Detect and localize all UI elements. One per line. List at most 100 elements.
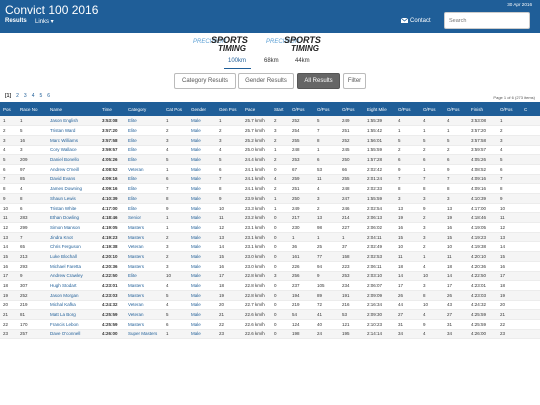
- table-cell[interactable]: Elite: [125, 193, 163, 204]
- table-cell[interactable]: Elite: [125, 135, 163, 146]
- column-header[interactable]: O/Pos: [314, 102, 339, 116]
- table-cell[interactable]: Male: [188, 164, 216, 175]
- table-cell[interactable]: Veteran: [125, 164, 163, 175]
- table-cell[interactable]: Male: [188, 154, 216, 165]
- table-row[interactable]: 16 293 Michael Faretta 4:20:36 Masters 3 Male 1…: [0, 261, 540, 272]
- column-header[interactable]: O/Pos: [497, 102, 521, 116]
- table-row[interactable]: 21 81 Matt La Borg 4:25:59 Veteran 5 Male 21 22.…: [0, 309, 540, 320]
- column-header[interactable]: Pace: [242, 102, 271, 116]
- table-cell[interactable]: Male: [188, 241, 216, 253]
- table-cell[interactable]: Michal Kafka: [47, 300, 99, 311]
- table-cell[interactable]: Jindra Knot: [47, 232, 99, 243]
- distance-tab-100km[interactable]: 100km: [228, 58, 247, 64]
- table-cell[interactable]: Male: [188, 183, 216, 194]
- table-cell[interactable]: Male: [188, 251, 216, 262]
- table-row[interactable]: 8 4 James Downing 4:09:16 Elite 7 Male 8 24.1 km…: [0, 183, 540, 194]
- table-cell[interactable]: Michael Faretta: [47, 261, 99, 272]
- table-cell[interactable]: Elite: [125, 174, 163, 185]
- table-cell[interactable]: Senior: [125, 212, 163, 224]
- table-row[interactable]: 14 65 Chris Ferguson 4:19:38 Veteran 3 Male 14 2…: [0, 241, 540, 253]
- table-cell[interactable]: Male: [188, 329, 216, 340]
- search-input[interactable]: [444, 12, 530, 29]
- page-link-1[interactable]: [1]: [5, 93, 12, 99]
- table-cell[interactable]: Male: [188, 212, 216, 224]
- table-cell[interactable]: Male: [188, 174, 216, 185]
- column-header[interactable]: Race No: [17, 102, 47, 116]
- table-cell[interactable]: Male: [188, 193, 216, 204]
- table-cell[interactable]: Tristan White: [47, 203, 99, 214]
- table-cell[interactable]: Male: [188, 309, 216, 320]
- table-cell[interactable]: Elite: [125, 183, 163, 194]
- table-cell[interactable]: David Evans: [47, 174, 99, 185]
- table-cell[interactable]: Elite: [125, 116, 163, 127]
- table-cell[interactable]: Luke Blochall: [47, 251, 99, 262]
- table-cell[interactable]: Daniel Bonello: [47, 154, 99, 165]
- table-cell[interactable]: Cory Wallace: [47, 145, 99, 156]
- table-row[interactable]: 1 1 Jason English 3:53:08 Elite 1 Male 1 25.7 km…: [0, 116, 540, 127]
- table-row[interactable]: 4 3 Cory Wallace 3:59:57 Elite 4 Male 4 25.0 km/…: [0, 145, 540, 156]
- column-header[interactable]: Finish: [468, 102, 497, 116]
- table-cell[interactable]: Andrew O'neill: [47, 164, 99, 175]
- table-cell[interactable]: Masters: [125, 280, 163, 291]
- table-row[interactable]: 7 85 David Evans 4:09:16 Elite 6 Male 7 24.1 km/…: [0, 174, 540, 185]
- table-cell[interactable]: Male: [188, 222, 216, 233]
- table-cell[interactable]: Elite: [125, 154, 163, 165]
- table-cell[interactable]: Elite: [125, 145, 163, 156]
- column-header[interactable]: O/Pos: [289, 102, 314, 116]
- table-cell[interactable]: Elite: [125, 125, 163, 136]
- table-row[interactable]: 20 219 Michal Kafka 4:24:32 Veteran 4 Male 20 22…: [0, 300, 540, 311]
- table-row[interactable]: 15 213 Luke Blochall 4:20:10 Masters 2 Male 15 2…: [0, 251, 540, 262]
- table-cell[interactable]: Chris Ferguson: [47, 241, 99, 253]
- table-row[interactable]: 3 16 Marc Williams 3:57:58 Elite 3 Male 3 25.2 k…: [0, 135, 540, 146]
- table-cell[interactable]: Veteran: [125, 300, 163, 311]
- page-link-6[interactable]: 6: [47, 93, 51, 99]
- table-cell[interactable]: Male: [188, 203, 216, 214]
- table-row[interactable]: 17 9 Andrew Crawley 4:22:50 Elite 10 Male 17 22.…: [0, 271, 540, 282]
- table-row[interactable]: 13 7 Jindra Knot 4:19:23 Masters 2 Male 13 23.1 …: [0, 232, 540, 243]
- table-row[interactable]: 10 6 Tristan White 4:17:00 Elite 9 Male 10 23.3 …: [0, 203, 540, 214]
- table-cell[interactable]: Male: [188, 232, 216, 243]
- table-row[interactable]: 12 299 Simon Manson 4:19:05 Masters 1 Male 12 23…: [0, 222, 540, 233]
- table-cell[interactable]: Male: [188, 261, 216, 272]
- table-row[interactable]: 18 307 Hugh Stodart 4:23:01 Masters 4 Male 18 22…: [0, 280, 540, 291]
- table-cell[interactable]: Masters: [125, 261, 163, 272]
- page-link-3[interactable]: 3: [23, 93, 27, 99]
- column-header[interactable]: Category: [125, 102, 163, 116]
- contact-link[interactable]: Contact: [400, 17, 431, 24]
- table-cell[interactable]: Tristan Ward: [47, 125, 99, 136]
- table-cell[interactable]: Super Masters: [125, 329, 163, 340]
- column-header[interactable]: Pos: [0, 102, 17, 116]
- table-cell[interactable]: Male: [188, 135, 216, 146]
- page-link-2[interactable]: 2: [16, 93, 19, 99]
- table-row[interactable]: 6 97 Andrew O'neill 4:08:52 Veteran 1 Male 6 24.…: [0, 164, 540, 175]
- table-cell[interactable]: Veteran: [125, 241, 163, 253]
- column-header[interactable]: Cat Pos: [163, 102, 188, 116]
- table-cell[interactable]: Masters: [125, 319, 163, 330]
- table-cell[interactable]: Dave O'connell: [47, 329, 99, 340]
- column-header[interactable]: Time: [99, 102, 125, 116]
- table-cell[interactable]: Francis Lebon: [47, 319, 99, 330]
- table-cell[interactable]: James Downing: [47, 183, 99, 194]
- table-cell[interactable]: Matt La Borg: [47, 309, 99, 320]
- table-row[interactable]: 19 252 Jason Morgan 4:23:03 Masters 5 Male 19 22…: [0, 290, 540, 301]
- table-cell[interactable]: Simon Manson: [47, 222, 99, 233]
- page-link-5[interactable]: 5: [39, 93, 43, 99]
- distance-tab-44km[interactable]: 44km: [295, 58, 310, 64]
- category-results-button[interactable]: Category Results: [174, 73, 236, 89]
- column-header[interactable]: Start: [271, 102, 289, 116]
- page-link-4[interactable]: 4: [31, 93, 35, 99]
- table-cell[interactable]: Male: [188, 271, 216, 282]
- column-header[interactable]: C: [521, 102, 540, 116]
- column-header[interactable]: Eight Mile: [364, 102, 395, 116]
- table-cell[interactable]: Masters: [125, 222, 163, 233]
- table-cell[interactable]: Male: [188, 125, 216, 136]
- table-row[interactable]: 22 170 Francis Lebon 4:25:59 Masters 6 Male 22 2…: [0, 319, 540, 330]
- column-header[interactable]: O/Pos: [420, 102, 444, 116]
- column-header[interactable]: Gender: [188, 102, 216, 116]
- table-cell[interactable]: Masters: [125, 290, 163, 301]
- nav-links-dropdown[interactable]: Links ▾: [35, 19, 54, 25]
- table-cell[interactable]: Jason English: [47, 116, 99, 127]
- table-row[interactable]: 11 283 Ethan Dowling 4:18:46 Senior 1 Male 11 23…: [0, 212, 540, 224]
- table-row[interactable]: 5 209 Daniel Bonello 4:05:26 Elite 5 Male 5 24.4…: [0, 154, 540, 165]
- column-header[interactable]: O/Pos: [395, 102, 420, 116]
